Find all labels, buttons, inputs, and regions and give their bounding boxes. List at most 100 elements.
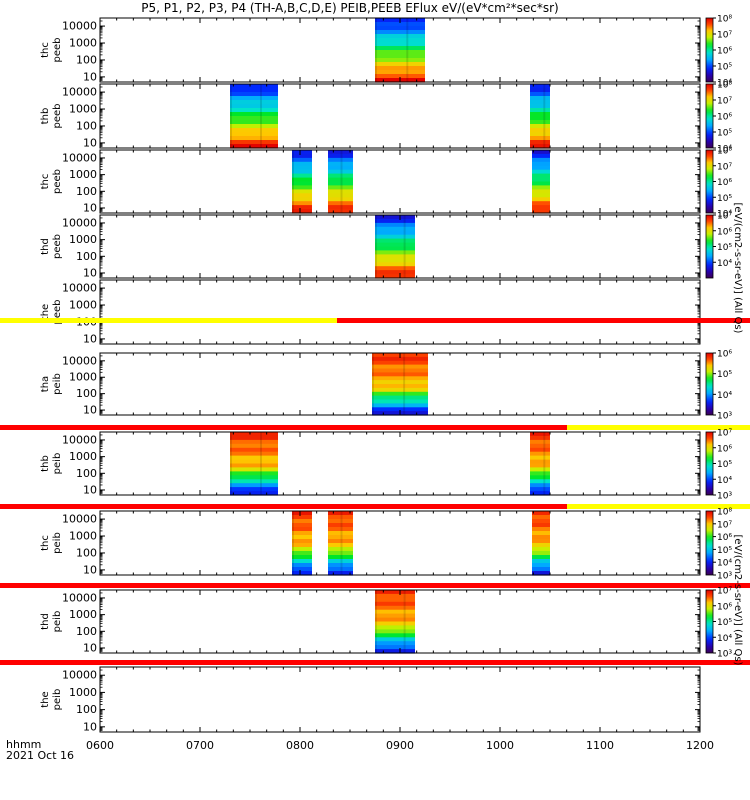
spectrogram-row: [328, 157, 353, 163]
panel-frame: [99, 83, 701, 149]
spectrogram-row: [292, 511, 312, 516]
spectrogram-row: [375, 597, 415, 603]
panel-thd-peib: 10000 1000 100 10 thd peib: [40, 589, 701, 654]
colorbar-tick-label: 10⁸: [717, 508, 732, 518]
colorbar: 10⁸ 10⁷ 10⁶ 10⁵ 10⁴: [705, 15, 732, 89]
spectrogram-row: [532, 205, 550, 210]
panel-species-label: peib: [52, 532, 63, 554]
y-tick-label: 10: [83, 641, 97, 654]
spectrogram-row: [375, 621, 415, 626]
spectrogram-row: [375, 34, 425, 39]
spectrogram-row: [230, 471, 278, 476]
spectrogram-row: [292, 555, 312, 560]
spectrogram-row: [230, 128, 278, 133]
colorbar: 10⁸ 10⁷ 10⁶ 10⁵ 10⁴: [705, 147, 732, 220]
electron-colorbar-label: [eV/(cm2-s-sr-eV)] (All Qs): [732, 203, 743, 334]
spectrogram-row: [230, 124, 278, 129]
panel-the-peib: 10000 1000 100 10 the peib: [40, 666, 701, 733]
colorbar-tick-label: 10⁴: [717, 145, 732, 155]
colorbar-tick-label: 10⁶: [717, 178, 732, 188]
texture-strip: [260, 84, 262, 148]
spectrogram-row: [532, 161, 550, 167]
spectrogram-row: [230, 108, 278, 113]
spectrogram-row: [230, 116, 278, 121]
spectrogram-row: [328, 523, 353, 528]
spectrogram-row: [328, 209, 353, 214]
panel-frame: [99, 510, 701, 576]
spectrogram-row: [328, 543, 353, 548]
y-tick-label: 100: [76, 185, 97, 198]
spectrogram-row: [328, 169, 353, 175]
colorbar-tick-label: 10⁵: [717, 243, 732, 253]
spectrogram-row: [375, 62, 425, 67]
spectrogram-row: [230, 132, 278, 137]
spectrogram-row: [292, 535, 312, 540]
spectrogram-row: [230, 144, 278, 149]
colorbar-tick-label: 10⁸: [717, 15, 732, 25]
y-tick-label: 10: [83, 720, 97, 733]
spectrogram-block: [375, 18, 425, 83]
spectrogram-row: [375, 22, 425, 27]
spectrogram-block: [530, 84, 550, 149]
texture-strip: [292, 150, 294, 213]
spectrogram-row: [530, 116, 550, 121]
y-tick-label: 10: [83, 404, 97, 417]
panel-probe-label: the: [40, 304, 51, 320]
spectrogram-row: [230, 112, 278, 117]
spectrogram-row: [230, 104, 278, 109]
spectrogram-row: [372, 403, 428, 408]
texture-strip: [340, 150, 343, 213]
spectrogram-row: [532, 181, 550, 186]
colorbar-tick-label: 10⁶: [717, 533, 732, 543]
texture-strip: [406, 18, 409, 82]
spectrogram-row: [530, 96, 550, 101]
colorbars-layer: 10⁸10⁷10⁶10⁵10⁴10⁸10⁷10⁶10⁵10⁴10⁸10⁷10⁶1…: [705, 15, 732, 660]
spectrogram-row: [375, 58, 425, 63]
y-tick-label: 10000: [62, 151, 97, 164]
panel-probe-label: the: [40, 691, 51, 707]
y-tick-label: 10: [83, 266, 97, 279]
colorbar-tick-label: 10⁵: [717, 370, 732, 380]
spectrogram-row: [375, 38, 425, 43]
spectrogram-row: [532, 150, 550, 155]
spectrogram-row: [375, 633, 415, 638]
spectrogram-row: [292, 157, 312, 163]
spectrogram-row: [230, 96, 278, 101]
mode-bar: [0, 660, 750, 665]
spectrogram-row: [532, 539, 550, 544]
spectrogram-row: [328, 181, 353, 186]
colorbar-tick-label: 10⁶: [717, 602, 732, 612]
spectrogram-block: [532, 511, 550, 576]
spectrogram-row: [375, 250, 415, 255]
spectrogram-row: [532, 571, 550, 576]
spectrogram-row: [532, 197, 550, 202]
spectrogram-row: [292, 185, 312, 190]
panel-probe-label: thb: [40, 108, 51, 125]
colorbar: 10⁷ 10⁶ 10⁵ 10⁴ 10³: [705, 429, 732, 502]
panel-species-label: peib: [52, 453, 63, 475]
colorbar-tick-label: 10⁴: [717, 476, 732, 486]
spectrogram-row: [375, 222, 415, 228]
spectrogram-row: [328, 511, 353, 516]
y-tick-label: 10: [83, 483, 97, 496]
spectrogram-row: [530, 100, 550, 105]
spectrogram-row: [375, 234, 415, 240]
spectrogram-row: [230, 92, 278, 97]
y-tick-label: 1000: [69, 371, 97, 384]
spectrogram-row: [328, 563, 353, 568]
spectrogram-row: [230, 443, 278, 449]
spectrogram-row: [532, 567, 550, 572]
spectrogram-row: [328, 535, 353, 540]
spectrogram-row: [328, 193, 353, 198]
y-tick-label: 100: [76, 703, 97, 716]
panel-probe-label: thc: [40, 535, 51, 551]
spectrogram-row: [230, 447, 278, 453]
spectrogram-row: [530, 479, 550, 484]
spectrogram-block: [292, 511, 312, 576]
colorbar-tick-label: 10³: [717, 572, 732, 582]
spectrogram-block: [230, 84, 278, 149]
spectrogram-row: [292, 165, 312, 171]
spectrogram-row: [532, 169, 550, 175]
colorbar-tick-label: 10⁴: [717, 259, 732, 269]
spectrogram-row: [328, 547, 353, 552]
